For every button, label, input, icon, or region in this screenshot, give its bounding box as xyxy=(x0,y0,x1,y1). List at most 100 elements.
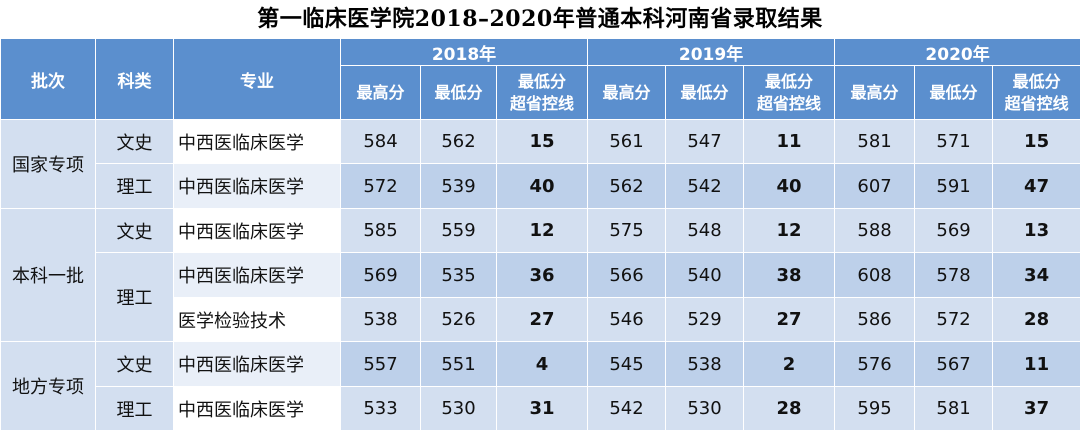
admission-results-table: 批次 科类 专业 2018年 2019年 2020年 最高分 最低分 最低分超省… xyxy=(0,38,1080,431)
header-min-2019: 最低分 xyxy=(666,66,744,120)
score-cell: 569 xyxy=(341,253,421,298)
page-title: 第一临床医学院2018–2020年普通本科河南省录取结果 xyxy=(0,0,1080,38)
major-cell: 医学检验技术 xyxy=(174,298,341,342)
header-max-2018: 最高分 xyxy=(341,66,421,120)
score-cell: 566 xyxy=(588,253,666,298)
major-cell: 中西医临床医学 xyxy=(174,120,341,164)
header-major: 专业 xyxy=(174,39,341,120)
table-row: 本科一批 文史 中西医临床医学 585 559 12 575 548 12 58… xyxy=(1,209,1080,253)
score-cell: 572 xyxy=(915,298,993,342)
score-cell: 548 xyxy=(666,209,744,253)
score-cell: 586 xyxy=(835,298,915,342)
header-category: 科类 xyxy=(96,39,174,120)
category-cell: 理工 xyxy=(96,387,174,431)
major-cell: 中西医临床医学 xyxy=(174,253,341,298)
over-line-cell: 47 xyxy=(993,164,1080,209)
header-over-line-2018: 最低分超省控线 xyxy=(497,66,588,120)
score-cell: 581 xyxy=(915,387,993,431)
header-year-2020: 2020年 xyxy=(835,39,1080,66)
over-line-cell: 28 xyxy=(744,387,835,431)
header-over-line-2020: 最低分超省控线 xyxy=(993,66,1080,120)
over-line-cell: 31 xyxy=(497,387,588,431)
score-cell: 538 xyxy=(666,342,744,387)
batch-cell: 地方专项 xyxy=(1,342,96,431)
score-cell: 607 xyxy=(835,164,915,209)
score-cell: 562 xyxy=(588,164,666,209)
batch-cell: 本科一批 xyxy=(1,209,96,342)
score-cell: 546 xyxy=(588,298,666,342)
table-row: 理工 中西医临床医学 533 530 31 542 530 28 595 581… xyxy=(1,387,1080,431)
category-cell: 理工 xyxy=(96,253,174,342)
header-min-2018: 最低分 xyxy=(421,66,497,120)
over-line-cell: 38 xyxy=(744,253,835,298)
score-cell: 530 xyxy=(421,387,497,431)
score-cell: 595 xyxy=(835,387,915,431)
score-cell: 540 xyxy=(666,253,744,298)
score-cell: 584 xyxy=(341,120,421,164)
score-cell: 567 xyxy=(915,342,993,387)
over-line-cell: 36 xyxy=(497,253,588,298)
score-cell: 561 xyxy=(588,120,666,164)
over-line-cell: 37 xyxy=(993,387,1080,431)
category-cell: 理工 xyxy=(96,164,174,209)
category-cell: 文史 xyxy=(96,209,174,253)
score-cell: 538 xyxy=(341,298,421,342)
header-over-line-2019: 最低分超省控线 xyxy=(744,66,835,120)
header-year-2018: 2018年 xyxy=(341,39,588,66)
score-cell: 576 xyxy=(835,342,915,387)
score-cell: 551 xyxy=(421,342,497,387)
score-cell: 526 xyxy=(421,298,497,342)
header-year-2019: 2019年 xyxy=(588,39,835,66)
score-cell: 578 xyxy=(915,253,993,298)
score-cell: 608 xyxy=(835,253,915,298)
over-line-cell: 40 xyxy=(497,164,588,209)
major-cell: 中西医临床医学 xyxy=(174,387,341,431)
score-cell: 569 xyxy=(915,209,993,253)
score-cell: 542 xyxy=(666,164,744,209)
category-cell: 文史 xyxy=(96,120,174,164)
table-row: 理工 中西医临床医学 569 535 36 566 540 38 608 578… xyxy=(1,253,1080,298)
score-cell: 585 xyxy=(341,209,421,253)
score-cell: 533 xyxy=(341,387,421,431)
over-line-cell: 27 xyxy=(744,298,835,342)
over-line-cell: 40 xyxy=(744,164,835,209)
major-cell: 中西医临床医学 xyxy=(174,164,341,209)
score-cell: 562 xyxy=(421,120,497,164)
over-line-cell: 2 xyxy=(744,342,835,387)
major-cell: 中西医临床医学 xyxy=(174,209,341,253)
score-cell: 535 xyxy=(421,253,497,298)
header-min-2020: 最低分 xyxy=(915,66,993,120)
score-cell: 571 xyxy=(915,120,993,164)
score-cell: 581 xyxy=(835,120,915,164)
table-row: 国家专项 文史 中西医临床医学 584 562 15 561 547 11 58… xyxy=(1,120,1080,164)
score-cell: 547 xyxy=(666,120,744,164)
score-cell: 545 xyxy=(588,342,666,387)
header-max-2019: 最高分 xyxy=(588,66,666,120)
score-cell: 530 xyxy=(666,387,744,431)
over-line-cell: 13 xyxy=(993,209,1080,253)
over-line-cell: 4 xyxy=(497,342,588,387)
category-cell: 文史 xyxy=(96,342,174,387)
score-cell: 572 xyxy=(341,164,421,209)
score-cell: 559 xyxy=(421,209,497,253)
score-cell: 588 xyxy=(835,209,915,253)
over-line-cell: 34 xyxy=(993,253,1080,298)
over-line-cell: 12 xyxy=(744,209,835,253)
over-line-cell: 15 xyxy=(993,120,1080,164)
score-cell: 542 xyxy=(588,387,666,431)
table-row: 地方专项 文史 中西医临床医学 557 551 4 545 538 2 576 … xyxy=(1,342,1080,387)
major-cell: 中西医临床医学 xyxy=(174,342,341,387)
over-line-cell: 12 xyxy=(497,209,588,253)
table-row: 理工 中西医临床医学 572 539 40 562 542 40 607 591… xyxy=(1,164,1080,209)
score-cell: 575 xyxy=(588,209,666,253)
batch-cell: 国家专项 xyxy=(1,120,96,209)
header-max-2020: 最高分 xyxy=(835,66,915,120)
over-line-cell: 15 xyxy=(497,120,588,164)
score-cell: 557 xyxy=(341,342,421,387)
over-line-cell: 27 xyxy=(497,298,588,342)
over-line-cell: 11 xyxy=(993,342,1080,387)
header-batch: 批次 xyxy=(1,39,96,120)
over-line-cell: 11 xyxy=(744,120,835,164)
score-cell: 529 xyxy=(666,298,744,342)
score-cell: 591 xyxy=(915,164,993,209)
